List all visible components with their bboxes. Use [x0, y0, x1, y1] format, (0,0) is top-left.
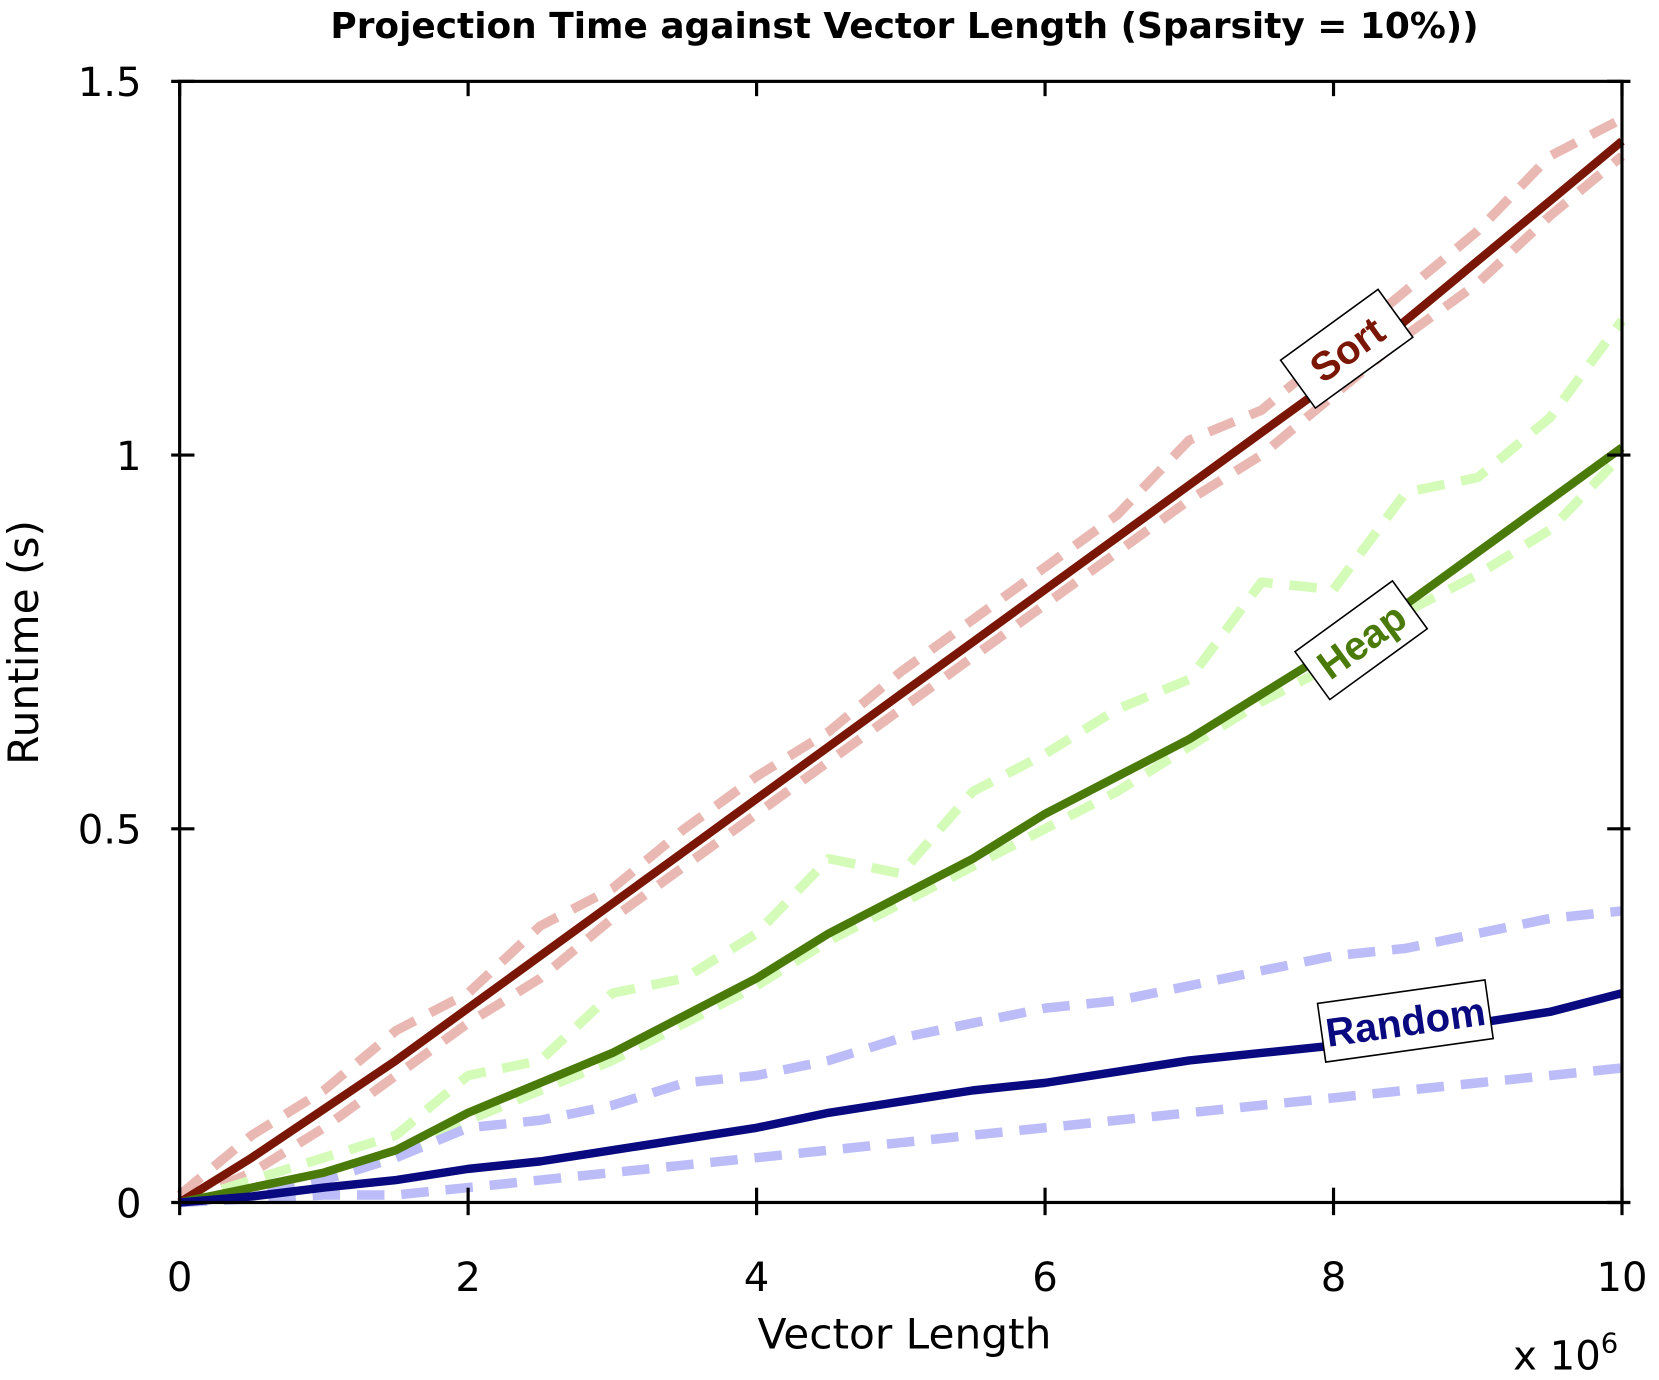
x-multiplier: x 106 [1513, 1329, 1618, 1380]
x-multiplier-exponent: 6 [1601, 1329, 1618, 1360]
x-tick-label: 0 [167, 1255, 193, 1301]
label-box [1316, 979, 1495, 1063]
label-box [1279, 288, 1414, 410]
series-line-heap-lower [178, 451, 1626, 1208]
y-tick-label: 0.5 [78, 808, 142, 854]
y-tick-label: 0 [116, 1181, 142, 1227]
series-line-random-upper [179, 906, 1623, 1208]
y-axis-label: Runtime (s) [0, 520, 48, 765]
x-axis-label: Vector Length [758, 1309, 1052, 1358]
series-line-sort-upper [176, 114, 1625, 1199]
x-tick-label: 6 [1032, 1255, 1058, 1301]
series-line-heap-upper [178, 317, 1626, 1208]
ticks-layer: 0 2 4 6 8 10 0 0.5 1 1.5 [78, 60, 1648, 1301]
x-tick-label: 10 [1596, 1255, 1647, 1301]
plot-frame [178, 79, 1624, 1205]
y-tick-label: 1.5 [78, 60, 142, 106]
series-label-random: Random [1316, 979, 1495, 1063]
chart-title: Projection Time against Vector Length (S… [330, 6, 1478, 47]
x-tick-label: 2 [455, 1255, 481, 1301]
series-line-random-lower [179, 1063, 1623, 1208]
x-tick-label: 8 [1321, 1255, 1347, 1301]
x-tick-label: 4 [744, 1255, 770, 1301]
y-tick-label: 1 [116, 434, 142, 480]
label-box [1293, 579, 1429, 701]
series-line-heap [178, 444, 1625, 1207]
